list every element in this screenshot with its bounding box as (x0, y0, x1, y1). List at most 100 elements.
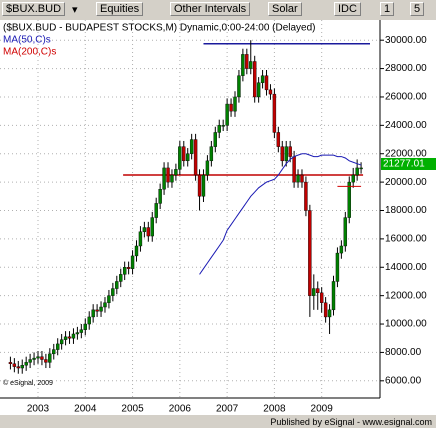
candle-body (296, 174, 300, 183)
watermark: © eSignal, 2009 (3, 379, 53, 387)
candle-body (107, 295, 111, 303)
candle-body (126, 267, 131, 269)
candle-body (63, 336, 68, 340)
candle-body (260, 75, 265, 83)
y-tick-label: 20000.00 (385, 177, 427, 188)
y-tick-label: 26000.00 (385, 92, 427, 103)
candle-body (343, 217, 348, 247)
x-tick-label: 2008 (263, 404, 286, 415)
candle-body (312, 288, 316, 296)
candle-body (268, 89, 273, 95)
candle-body (52, 349, 56, 355)
candle-body (150, 217, 154, 237)
candle-body (292, 156, 296, 183)
candle-body (335, 252, 340, 282)
candle-body (67, 336, 72, 339)
candle-body (40, 356, 44, 360)
candle-body (213, 132, 218, 147)
y-tick-label: 30000.00 (385, 35, 427, 46)
ma-line (199, 153, 362, 275)
candle-body (115, 281, 119, 289)
marks (8, 40, 370, 374)
candle-body (91, 309, 95, 318)
candle-body (276, 132, 281, 147)
candle-body (166, 167, 170, 183)
candle-body (272, 93, 277, 133)
candle-body (59, 339, 64, 345)
feed-button[interactable]: IDC (334, 2, 361, 16)
candle-body (225, 103, 229, 126)
candle-body (221, 125, 225, 127)
candle-body (264, 75, 269, 91)
candle-body (245, 54, 249, 69)
footer: Published by eSignal - www.esignal.com (270, 417, 432, 427)
candle-body (316, 288, 320, 294)
x-tick-label: 2009 (311, 404, 334, 415)
interval-5-button[interactable]: 5 (410, 2, 425, 16)
candle-body (16, 366, 20, 369)
dropdown-arrow: ▾ (72, 4, 78, 16)
candle-body (241, 54, 245, 76)
candle-body (249, 61, 253, 69)
candle-body (280, 146, 284, 162)
candle-body (339, 245, 344, 254)
candle-body (178, 146, 182, 170)
interval-button[interactable]: Other Intervals (170, 2, 251, 16)
theme-button[interactable]: Solar (268, 2, 302, 16)
candle-body (327, 309, 332, 318)
candle-body (79, 329, 84, 333)
interval-1-button[interactable]: 1 (380, 2, 395, 16)
last-price-label: 21277.01 (383, 159, 425, 170)
chart-title: ($BUX.BUD - BUDAPEST STOCKS,M) Dynamic,0… (3, 23, 316, 34)
candle-body (71, 333, 76, 339)
candle-body (205, 160, 210, 176)
y-tick-label: 28000.00 (385, 63, 427, 74)
candle-body (197, 174, 202, 197)
y-tick-label: 6000.00 (385, 375, 422, 386)
candle-body (229, 103, 233, 112)
candle-body (182, 146, 186, 162)
y-tick-label: 8000.00 (385, 347, 422, 358)
y-tick-label: 10000.00 (385, 319, 427, 330)
candle-body (174, 169, 178, 176)
candle-body (256, 82, 261, 98)
candle-body (142, 227, 147, 232)
candle-body (119, 274, 123, 282)
candle-body (308, 210, 312, 296)
legend-entry: MA(50,C)s (3, 35, 51, 46)
candle-body (186, 153, 190, 162)
chart: ($BUX.BUD - BUDAPEST STOCKS,M) Dynamic,0… (0, 20, 436, 415)
candle-body (146, 227, 151, 237)
candle-body (359, 167, 363, 170)
candle-body (193, 139, 198, 176)
candle-body (304, 181, 308, 211)
candle-body (170, 174, 174, 183)
candle-body (95, 309, 99, 312)
candle-body (209, 146, 214, 162)
chart-background (0, 20, 436, 415)
candle-body (130, 255, 135, 269)
candle-body (351, 174, 355, 183)
y-tick-label: 16000.00 (385, 234, 427, 245)
toolbar: $BUX.BUD ▾ Equities Other Intervals Sola… (0, 0, 436, 21)
candle-body (111, 288, 115, 296)
candle-body (20, 364, 24, 369)
candle-body (162, 167, 166, 190)
candle-body (56, 343, 60, 350)
candle-body (355, 167, 359, 176)
candle-body (252, 61, 257, 98)
candle-body (189, 139, 194, 154)
symbol-button[interactable]: $BUX.BUD (2, 2, 66, 16)
y-tick-label: 12000.00 (385, 290, 427, 301)
candle-body (36, 356, 40, 359)
candle-body (87, 316, 91, 325)
group-button[interactable]: Equities (96, 2, 144, 16)
candle-body (323, 302, 328, 318)
x-tick-label: 2007 (216, 404, 239, 415)
candle-body (233, 96, 237, 112)
candle-body (288, 146, 292, 157)
candle-body (319, 292, 324, 303)
x-tick-label: 2006 (169, 404, 192, 415)
candle-body (28, 359, 32, 363)
